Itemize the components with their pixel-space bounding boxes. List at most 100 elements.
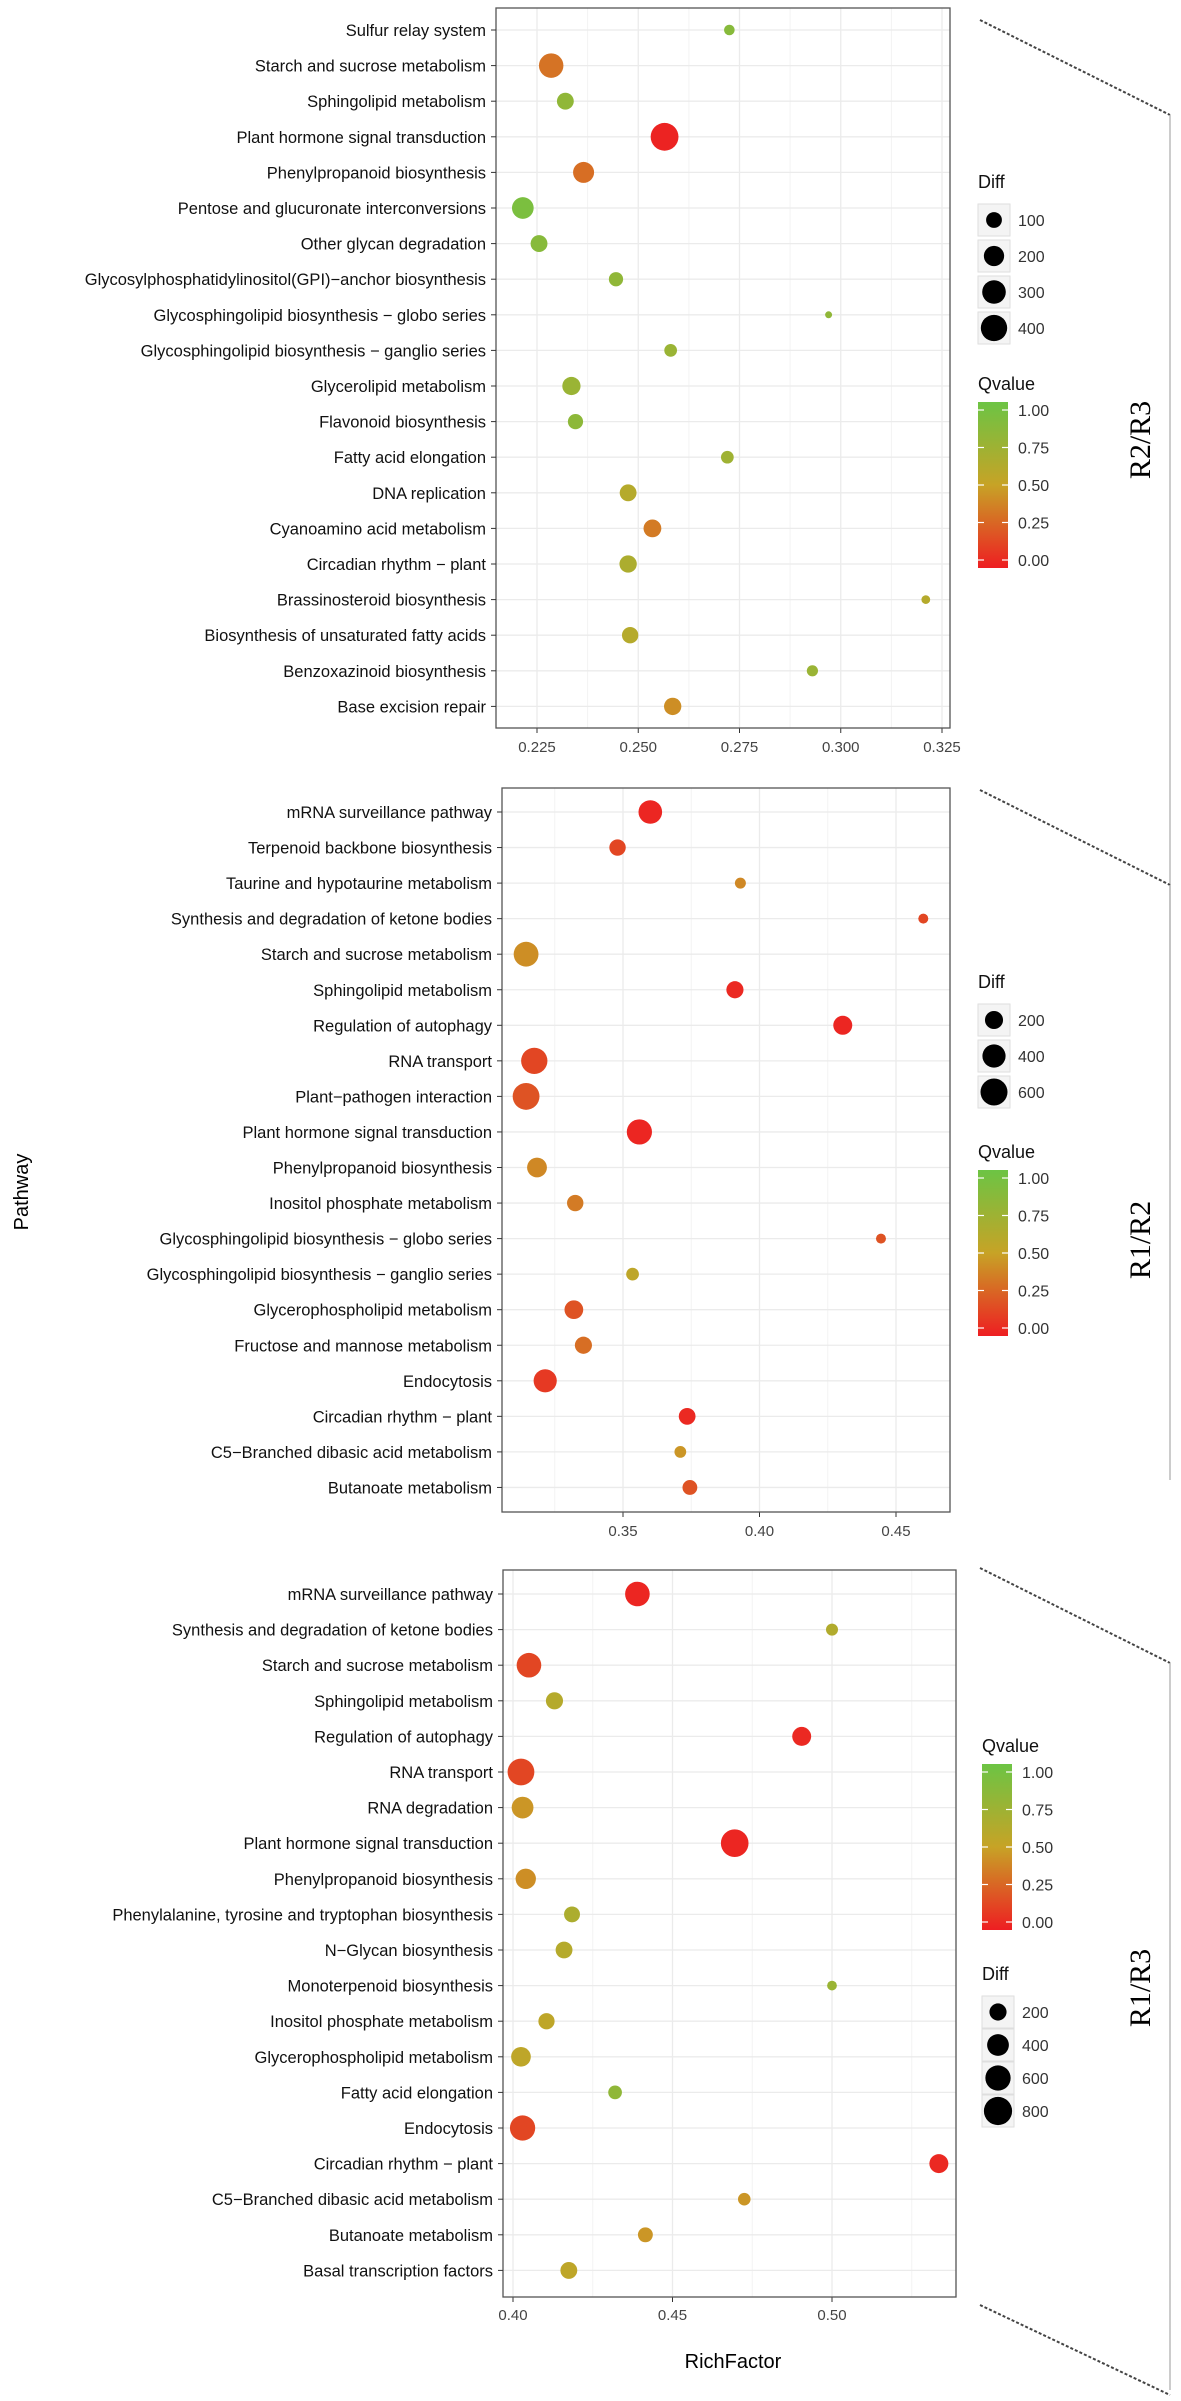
y-tick-label: Starch and sucrose metabolism bbox=[261, 946, 492, 964]
plot-background bbox=[502, 788, 950, 1512]
chart-panels: 0.225 0.250 0.275 0.300 0.325 Sulfur relay sy… bbox=[85, 7, 1171, 2396]
data-point bbox=[626, 1119, 652, 1145]
x-tick-label: 0.250 bbox=[619, 739, 657, 756]
y-tick-label: C5−Branched dibasic acid metabolism bbox=[212, 2191, 493, 2209]
y-tick-label: Glycosylphosphatidylinositol(GPI)−anchor… bbox=[85, 271, 486, 289]
y-tick-label: Starch and sucrose metabolism bbox=[255, 58, 486, 76]
data-point bbox=[545, 1692, 564, 1710]
x-tick-label: 0.325 bbox=[923, 739, 961, 756]
y-tick-label: Terpenoid backbone biosynthesis bbox=[248, 840, 492, 858]
color-legend-label: 0.50 bbox=[1018, 1246, 1049, 1263]
data-point bbox=[521, 1047, 548, 1075]
data-point bbox=[664, 697, 682, 716]
x-tick-label: 0.45 bbox=[658, 2307, 687, 2324]
color-legend-label: 0.75 bbox=[1018, 1209, 1049, 1226]
color-legend-label: 0.50 bbox=[1018, 478, 1049, 495]
size-legend-label: 200 bbox=[1022, 2005, 1049, 2022]
data-point bbox=[734, 877, 746, 889]
y-tick-label: C5−Branched dibasic acid metabolism bbox=[211, 1444, 492, 1462]
y-tick-label: RNA transport bbox=[388, 1053, 492, 1071]
x-tick-label: 0.50 bbox=[817, 2307, 846, 2324]
y-tick-label: Glycosphingolipid biosynthesis − ganglio… bbox=[141, 342, 486, 360]
y-tick-label: Plant hormone signal transduction bbox=[237, 129, 486, 147]
x-axis-title: RichFactor bbox=[685, 2351, 782, 2373]
data-point bbox=[564, 1906, 580, 1923]
size-legend-title: Diff bbox=[982, 1964, 1010, 1984]
data-point bbox=[507, 1758, 535, 1786]
plot-border bbox=[495, 7, 951, 729]
y-tick-label: Fatty acid elongation bbox=[341, 2084, 493, 2102]
color-legend-label: 1.00 bbox=[1018, 403, 1049, 420]
size-legend-label: 200 bbox=[1018, 1013, 1045, 1030]
x-tick-label: 0.35 bbox=[608, 1523, 637, 1540]
y-tick-label: RNA degradation bbox=[367, 1800, 493, 1818]
y-tick-label: Glycosphingolipid biosynthesis − ganglio… bbox=[147, 1266, 492, 1284]
y-tick-label: Glycerophospholipid metabolism bbox=[255, 2049, 493, 2067]
data-point bbox=[929, 2154, 949, 2174]
y-tick-label: RNA transport bbox=[389, 1764, 493, 1782]
y-tick-label: Phenylpropanoid biosynthesis bbox=[267, 164, 486, 182]
comparison-label: R2/R3 bbox=[1124, 401, 1157, 479]
data-point bbox=[556, 92, 574, 110]
data-point bbox=[562, 376, 581, 396]
size-legend-dot bbox=[980, 1078, 1008, 1106]
data-point bbox=[638, 800, 663, 824]
y-tick-label: Base excision repair bbox=[337, 698, 486, 716]
size-legend-dot bbox=[983, 2096, 1013, 2126]
y-tick-label: Sphingolipid metabolism bbox=[314, 1693, 493, 1711]
data-point bbox=[516, 1652, 542, 1678]
data-point bbox=[827, 1980, 837, 1991]
y-tick-label: Glycosphingolipid biosynthesis − globo s… bbox=[154, 307, 486, 325]
y-tick-label: Regulation of autophagy bbox=[313, 1017, 493, 1035]
size-legend-label: 600 bbox=[1022, 2071, 1049, 2088]
data-point bbox=[678, 1407, 696, 1425]
y-tick-label: DNA replication bbox=[372, 485, 486, 503]
size-legend-label: 400 bbox=[1022, 2038, 1049, 2055]
size-legend-dot bbox=[986, 212, 1002, 228]
y-tick-label: Endocytosis bbox=[404, 2120, 493, 2138]
x-tick-label: 0.45 bbox=[881, 1523, 910, 1540]
data-point bbox=[825, 311, 833, 319]
y-tick-label: Synthesis and degradation of ketone bodi… bbox=[171, 911, 492, 929]
y-tick-label: Circadian rhythm − plant bbox=[307, 556, 487, 574]
data-point bbox=[567, 1194, 584, 1212]
data-point bbox=[608, 272, 624, 287]
color-legend-label: 0.25 bbox=[1018, 516, 1049, 533]
y-tick-label: Phenylalanine, tyrosine and tryptophan b… bbox=[112, 1906, 493, 1924]
size-legend-dot bbox=[989, 2003, 1007, 2021]
plot-border bbox=[502, 1569, 957, 2298]
x-tick-label: 0.275 bbox=[721, 739, 759, 756]
y-tick-label: Glycerolipid metabolism bbox=[311, 378, 486, 396]
data-point bbox=[573, 161, 595, 183]
data-point bbox=[511, 2046, 531, 2067]
data-point bbox=[511, 197, 534, 219]
y-tick-label: Inositol phosphate metabolism bbox=[270, 2013, 493, 2031]
data-point bbox=[875, 1233, 886, 1244]
x-tick-label: 0.300 bbox=[822, 739, 860, 756]
x-tick-label: 0.40 bbox=[745, 1523, 774, 1540]
data-point bbox=[792, 1726, 812, 1746]
y-tick-label: Brassinosteroid biosynthesis bbox=[277, 592, 486, 610]
data-point bbox=[921, 595, 931, 604]
y-tick-label: Taurine and hypotaurine metabolism bbox=[226, 875, 492, 893]
data-point bbox=[538, 2013, 555, 2030]
size-legend-dot bbox=[984, 1010, 1004, 1030]
plot-background bbox=[496, 8, 950, 728]
size-legend-dot bbox=[982, 1044, 1006, 1068]
bracket-dashed-line bbox=[979, 19, 1171, 116]
y-tick-label: Biosynthesis of unsaturated fatty acids bbox=[204, 627, 486, 645]
y-tick-label: Other glycan degradation bbox=[301, 236, 486, 254]
data-point bbox=[555, 1941, 573, 1959]
color-legend-label: 0.75 bbox=[1018, 441, 1049, 458]
color-legend-label: 0.00 bbox=[1018, 553, 1049, 570]
comparison-label: R1/R3 bbox=[1124, 1949, 1157, 2027]
data-point bbox=[527, 1157, 547, 1178]
y-tick-label: Sphingolipid metabolism bbox=[307, 93, 486, 111]
size-legend-dot bbox=[987, 2034, 1009, 2056]
data-point bbox=[833, 1015, 853, 1035]
data-point bbox=[918, 913, 929, 924]
size-legend-label: 400 bbox=[1018, 1049, 1045, 1066]
size-legend-label: 800 bbox=[1022, 2104, 1049, 2121]
color-legend-label: 1.00 bbox=[1018, 1171, 1049, 1188]
x-tick-label: 0.40 bbox=[498, 2307, 527, 2324]
